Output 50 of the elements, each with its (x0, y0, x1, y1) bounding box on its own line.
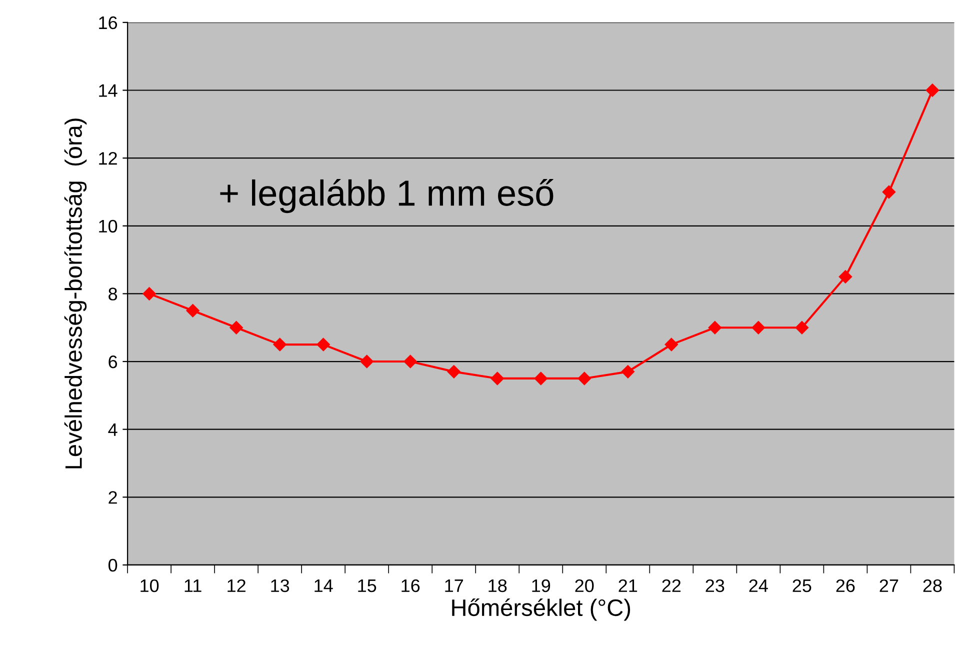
x-tick-label: 17 (445, 580, 463, 592)
y-tick-label: 4 (108, 423, 118, 436)
point (230, 321, 243, 334)
y-tick-label: 8 (108, 288, 118, 300)
y-tick-label: 12 (99, 152, 117, 165)
x-tick-label: 22 (662, 579, 681, 592)
point (186, 304, 200, 318)
point (752, 321, 766, 334)
x-tick-label: 15 (358, 580, 376, 592)
x-tick-label: 27 (880, 579, 898, 592)
x-tick-label: 26 (836, 579, 855, 592)
y-tick-label: 2 (108, 491, 117, 504)
x-tick-label: 10 (140, 579, 159, 592)
point (882, 185, 896, 199)
point (578, 372, 591, 386)
point (621, 365, 634, 378)
point (708, 321, 722, 334)
y-axis-title: Levélnedvesség-borítottság (óra) (64, 118, 87, 468)
x-tick-label: 23 (706, 579, 724, 592)
point (360, 354, 374, 368)
x-tick-label: 11 (184, 580, 202, 592)
x-tick-label: 19 (532, 579, 550, 592)
y-tick-label: 14 (99, 84, 118, 97)
point (316, 338, 330, 352)
point (404, 354, 417, 368)
point (795, 321, 809, 334)
x-tick-label: 25 (792, 579, 812, 592)
x-tick-label: 20 (575, 579, 594, 592)
x-tick-label: 28 (923, 579, 942, 592)
point (664, 338, 678, 352)
annotation: + legalább 1 mm eső (220, 179, 554, 214)
point (490, 372, 504, 386)
x-tick-label: 18 (488, 579, 507, 592)
x-tick-label: 21 (618, 579, 638, 592)
x-axis-title: Hőmérséklet (°C) (452, 598, 630, 621)
x-tick-label: 14 (314, 580, 333, 592)
y-tick-label: 0 (108, 558, 118, 572)
point (142, 287, 156, 300)
y-tick-label: 6 (108, 355, 118, 368)
y-tick-label: 10 (99, 220, 118, 233)
point (838, 270, 852, 284)
x-tick-label: 24 (749, 579, 768, 592)
x-tick-label: 12 (228, 579, 246, 592)
point (273, 338, 286, 352)
point (447, 365, 460, 378)
x-tick-label: 13 (271, 579, 290, 592)
y-tick-label: 16 (99, 16, 118, 30)
point (534, 372, 548, 386)
point (926, 84, 940, 97)
x-tick-label: 16 (402, 579, 420, 592)
